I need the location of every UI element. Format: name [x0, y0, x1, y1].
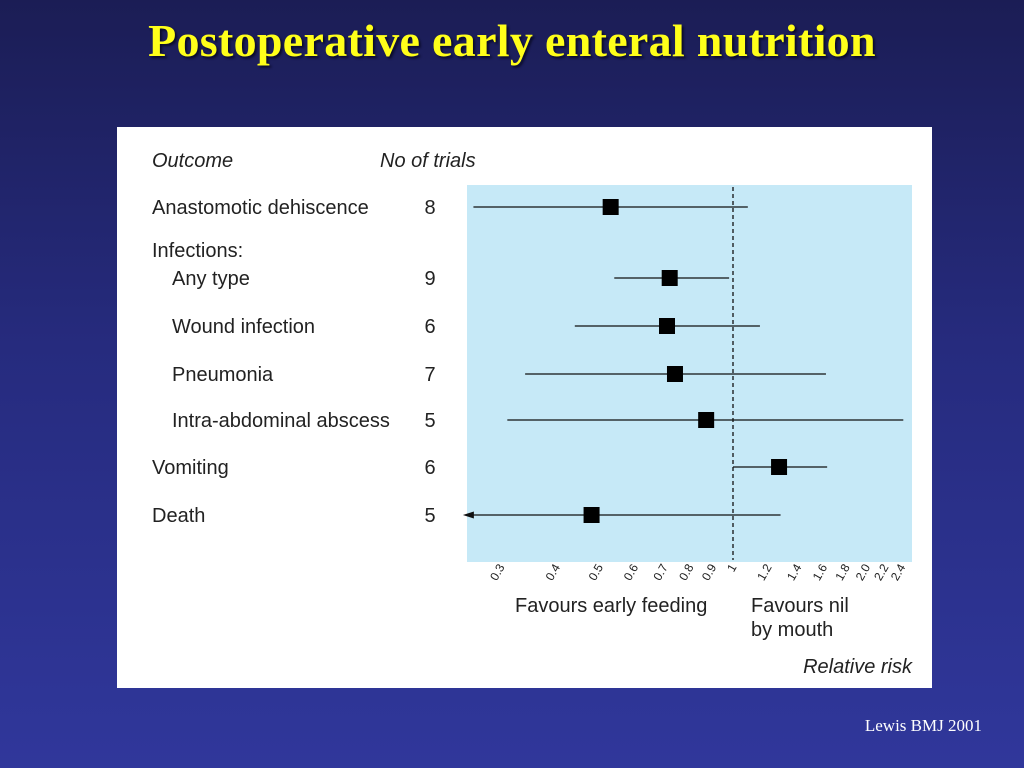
- x-tick-label: 2.4: [888, 561, 909, 583]
- trial-count: 5: [424, 505, 435, 527]
- point-estimate-marker: [771, 459, 788, 475]
- x-tick-label: 1.2: [754, 561, 775, 583]
- point-estimate-marker: [659, 318, 676, 334]
- x-tick-label: 0.6: [621, 561, 642, 583]
- favours-right-label-line2: by mouth: [751, 619, 833, 641]
- row-label: Wound infection: [172, 316, 315, 338]
- x-tick-label: 1: [724, 561, 740, 574]
- trial-count: 7: [424, 364, 435, 386]
- point-estimate-marker: [666, 366, 683, 382]
- row-label: Intra-abdominal abscess: [172, 410, 390, 432]
- x-tick-label: 0.9: [699, 561, 720, 583]
- trial-count: 9: [424, 268, 435, 290]
- point-estimate-marker: [661, 270, 678, 286]
- trial-count: 6: [424, 316, 435, 338]
- rows-layer: Anastomotic dehiscence 8 Infections: Any ty…: [152, 187, 904, 560]
- row-label: Anastomotic dehiscence: [152, 197, 369, 219]
- row-label: Death: [152, 505, 205, 527]
- citation: Lewis BMJ 2001: [864, 716, 982, 735]
- x-tick-label: 1.8: [832, 561, 853, 583]
- forest-plot-figure: Outcome No of trials Favours early feedi…: [117, 127, 932, 688]
- favours-left-label: Favours early feeding: [515, 595, 707, 617]
- row-label: Vomiting: [152, 457, 229, 479]
- x-tick-label: 0.3: [487, 561, 508, 583]
- x-tick-label: 2.2: [871, 561, 892, 583]
- point-estimate-marker: [698, 412, 715, 428]
- x-tick-label: 1.4: [784, 561, 805, 583]
- slide-title: Postoperative early enteral nutrition: [148, 15, 876, 66]
- x-tick-label: 0.8: [676, 561, 697, 583]
- point-estimate-marker: [602, 199, 619, 215]
- point-estimate-marker: [583, 507, 600, 523]
- trial-count: 6: [424, 457, 435, 479]
- ci-arrow-left: [462, 511, 474, 519]
- x-tick-label: 2.0: [853, 561, 874, 583]
- x-axis-label: Relative risk: [803, 656, 913, 678]
- forest-plot: Outcome No of trials Favours early feedi…: [152, 150, 913, 678]
- x-tick-label: 1.6: [810, 561, 831, 583]
- row-label: Any type: [172, 268, 250, 290]
- row-label: Pneumonia: [172, 364, 274, 386]
- x-axis-ticks: 0.3 0.4 0.5 0.6 0.7 0.8 0.9 1 1.2 1.4 1.6 1.8 2.02.2…: [487, 561, 908, 583]
- trial-count: 5: [424, 410, 435, 432]
- x-tick-label: 0.5: [586, 561, 607, 583]
- trial-count: 8: [424, 197, 435, 219]
- x-tick-label: 0.7: [650, 561, 671, 583]
- row-label: Infections:: [152, 240, 243, 262]
- trials-header: No of trials: [380, 150, 476, 172]
- x-tick-label: 0.4: [543, 561, 564, 583]
- favours-right-label-line1: Favours nil: [751, 595, 849, 617]
- outcome-header: Outcome: [152, 150, 233, 172]
